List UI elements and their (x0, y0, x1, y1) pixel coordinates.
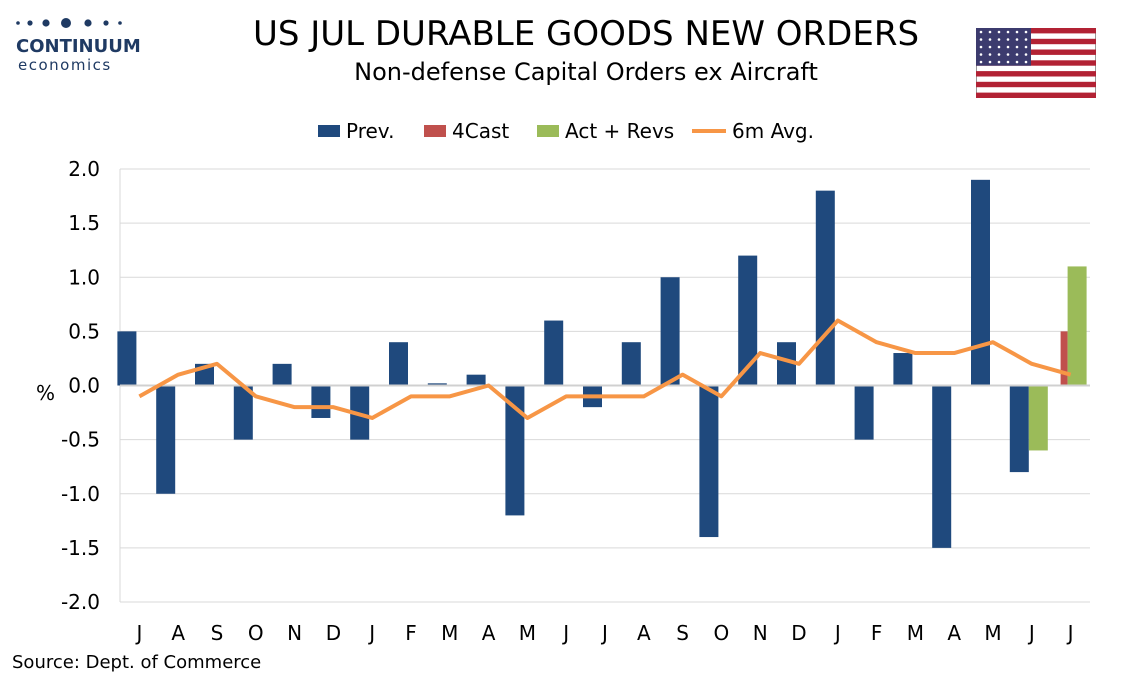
x-tick-label: O (714, 621, 730, 645)
x-tick-label: M (984, 621, 1001, 645)
y-tick-label: -1.0 (61, 482, 100, 506)
x-tick-label: D (791, 621, 806, 645)
prev-bar (738, 255, 758, 386)
y-tick-label: 1.5 (68, 211, 100, 235)
legend-label: Act + Revs (565, 119, 674, 143)
brand-name: CONTINUUM (16, 36, 141, 57)
prev-bar (544, 320, 564, 386)
prev-bar (272, 363, 292, 386)
prev-bar (815, 190, 835, 386)
legend-label: 4Cast (452, 119, 509, 143)
legend-item: 6m Avg. (692, 119, 814, 143)
brand-sub: economics (18, 56, 112, 74)
y-tick-label: -0.5 (61, 428, 100, 452)
grid (119, 168, 1090, 603)
prev-bar (699, 385, 719, 538)
legend-item: Act + Revs (537, 119, 674, 143)
legend-swatch (537, 125, 559, 137)
x-tick-label: J (1066, 621, 1074, 645)
avg-line-path (138, 318, 1072, 420)
x-tick-label: N (753, 621, 768, 645)
legend-label: Prev. (346, 119, 394, 143)
x-tick-label: F (405, 621, 417, 645)
y-axis-label: % (36, 381, 55, 405)
logo-dots-icon (16, 18, 122, 28)
prev-bar (427, 383, 447, 386)
prev-bar (971, 179, 990, 386)
x-tick-label: A (947, 621, 961, 645)
y-tick-label: -1.5 (61, 536, 100, 560)
legend: Prev. 4Cast Act + Revs 6m Avg. (318, 119, 814, 143)
prev-bar (233, 385, 253, 440)
prev-bar (1009, 385, 1029, 473)
x-tick-label: M (907, 621, 924, 645)
y-axis: 2.0 1.5 1.0 0.5 0.0 -0.5 -1.0 -1.5 -2.0 (61, 157, 100, 614)
x-tick-label: S (676, 621, 689, 645)
legend-label: 6m Avg. (732, 119, 814, 143)
prev-bar (466, 374, 486, 386)
actual-bar (1028, 385, 1048, 451)
x-tick-label: J (600, 621, 608, 645)
prev-bar (389, 342, 408, 386)
forecast-bar (1060, 331, 1068, 386)
x-tick-label: F (871, 621, 883, 645)
bars (117, 179, 1087, 548)
prev-bar (932, 385, 952, 548)
y-tick-label: 0.5 (68, 319, 100, 343)
us-flag-icon (976, 28, 1096, 98)
x-tick-label: O (248, 621, 264, 645)
avg-line (138, 318, 1072, 420)
prev-bar (777, 342, 796, 386)
prev-bar (854, 385, 874, 440)
prev-bar (621, 342, 641, 386)
prev-bar (311, 385, 331, 418)
legend-item: Prev. (318, 119, 394, 143)
x-tick-label: J (1027, 621, 1035, 645)
x-tick-label: N (287, 621, 302, 645)
legend-swatch (424, 125, 446, 137)
prev-bar (117, 331, 137, 386)
actual-bar (1067, 266, 1087, 386)
chart-subtitle: Non-defense Capital Orders ex Aircraft (354, 58, 818, 86)
x-tick-label: A (637, 621, 651, 645)
x-tick-label: J (367, 621, 375, 645)
chart-title: US JUL DURABLE GOODS NEW ORDERS (252, 14, 920, 54)
prev-bar (156, 385, 176, 494)
x-tick-label: J (134, 621, 142, 645)
legend-item: 4Cast (424, 119, 509, 143)
x-tick-label: J (561, 621, 569, 645)
x-tick-label: S (211, 621, 224, 645)
y-tick-label: 0.0 (68, 374, 100, 398)
source-note: Source: Dept. of Commerce (12, 652, 262, 673)
prev-bar (505, 385, 525, 516)
x-tick-label: A (171, 621, 185, 645)
x-tick-label: D (326, 621, 341, 645)
y-tick-label: -2.0 (61, 590, 100, 614)
x-tick-label: J (833, 621, 841, 645)
x-tick-label: M (519, 621, 536, 645)
y-tick-label: 2.0 (68, 157, 100, 181)
prev-bar (660, 277, 680, 386)
x-tick-label: M (441, 621, 458, 645)
x-tick-label: A (482, 621, 496, 645)
prev-bar (893, 353, 913, 386)
y-tick-label: 1.0 (68, 265, 100, 289)
legend-swatch (318, 125, 340, 137)
